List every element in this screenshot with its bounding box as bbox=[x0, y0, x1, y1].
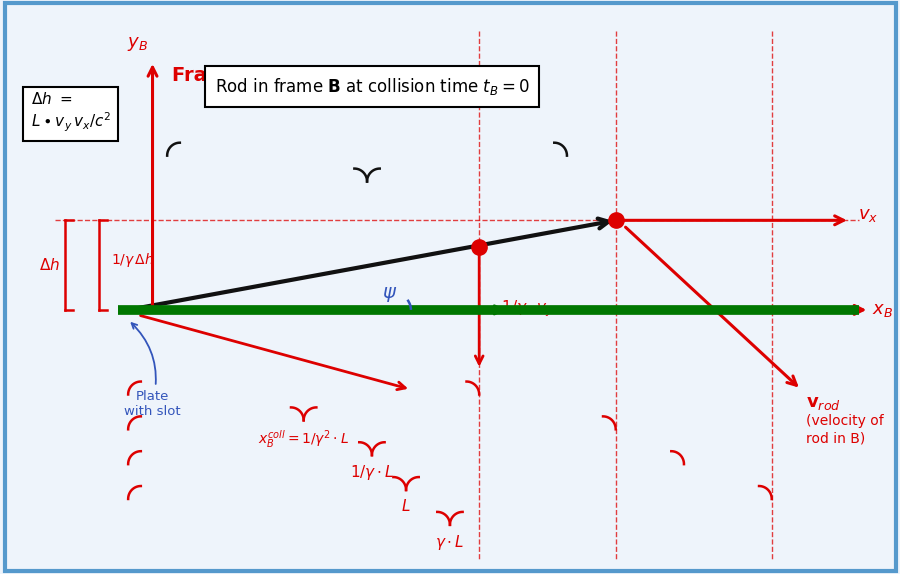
Text: $-1/\gamma \cdot v_y$: $-1/\gamma \cdot v_y$ bbox=[489, 298, 554, 319]
Text: $\Delta h\ =$
$L \bullet v_y\, v_x/c^2$: $\Delta h\ =$ $L \bullet v_y\, v_x/c^2$ bbox=[31, 91, 111, 134]
Text: $1/\gamma\,\Delta h$: $1/\gamma\,\Delta h$ bbox=[111, 251, 154, 269]
Text: $y_B$: $y_B$ bbox=[127, 35, 148, 53]
Text: $\mathbf{v}_{rod}$: $\mathbf{v}_{rod}$ bbox=[806, 394, 841, 413]
Text: $\Delta h$: $\Delta h$ bbox=[39, 257, 60, 273]
Text: (velocity of: (velocity of bbox=[806, 414, 884, 428]
Text: $x_B^{coll} = 1/\gamma^2 \cdot L$: $x_B^{coll} = 1/\gamma^2 \cdot L$ bbox=[258, 428, 349, 450]
Text: $\gamma \cdot L$: $\gamma \cdot L$ bbox=[436, 533, 464, 552]
Text: Frame B: Frame B bbox=[172, 66, 262, 85]
Text: rod in B): rod in B) bbox=[806, 431, 865, 445]
Text: $v_x$: $v_x$ bbox=[858, 206, 878, 224]
Text: $\psi$: $\psi$ bbox=[382, 285, 397, 304]
Text: Plate
with slot: Plate with slot bbox=[124, 323, 181, 417]
Text: $1/\gamma \cdot L$: $1/\gamma \cdot L$ bbox=[350, 463, 394, 482]
Text: $x_B$: $x_B$ bbox=[872, 301, 893, 319]
Text: $L$: $L$ bbox=[401, 498, 410, 514]
Text: Rod in frame $\mathbf{B}$ at collision time $t_B = 0$: Rod in frame $\mathbf{B}$ at collision t… bbox=[214, 76, 529, 97]
